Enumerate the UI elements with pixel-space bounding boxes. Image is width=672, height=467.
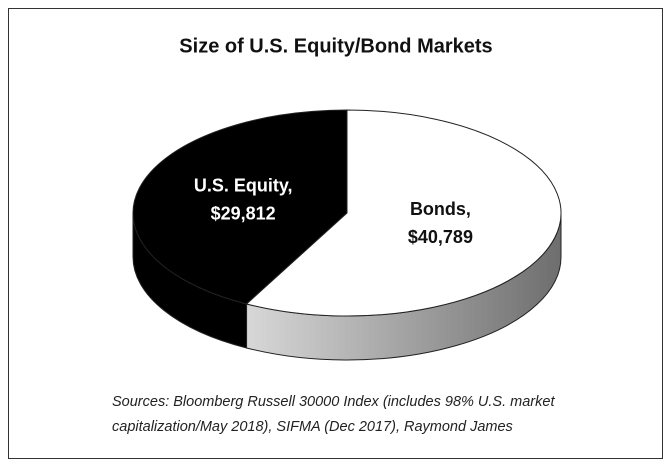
pie-slice	[132, 109, 348, 305]
pie-slice	[245, 109, 562, 317]
chart-title: Size of U.S. Equity/Bond Markets	[179, 35, 492, 57]
slice-label: Bonds,	[410, 199, 471, 219]
slice-value-label: $29,812	[211, 203, 276, 223]
slice-value-label: $40,789	[408, 227, 473, 247]
source-note: Sources: Bloomberg Russell 30000 Index (…	[112, 394, 555, 435]
slice-label: U.S. Equity,	[194, 175, 293, 195]
